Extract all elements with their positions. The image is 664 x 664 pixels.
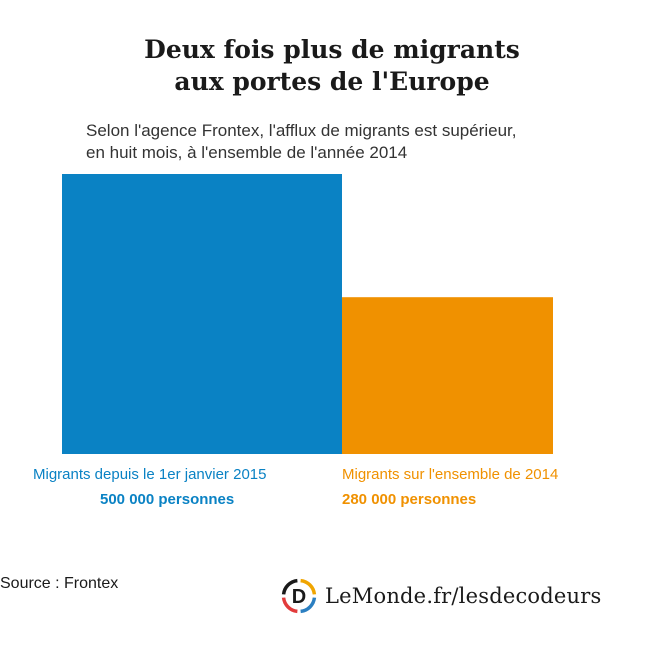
category-label-2: Migrants sur l'ensemble de 2014 [342,466,558,483]
logo-ring-arc [281,578,298,595]
chart-subtitle-line-2: en huit mois, à l'ensemble de l'année 20… [86,143,408,162]
value-label-2: 280 000 personnes [342,491,476,508]
chart-title-line-2: aux portes de l'Europe [174,67,490,96]
chart-subtitle-line-1: Selon l'agence Frontex, l'afflux de migr… [86,121,517,140]
brand-text: LeMonde.fr/lesdecodeurs [325,584,602,608]
brand-link[interactable]: D LeMonde.fr/lesdecodeurs [281,578,601,614]
chart-title: Deux fois plus de migrants aux portes de… [0,34,664,98]
bar-2 [342,297,553,454]
value-label-1: 500 000 personnes [100,491,234,508]
chart-title-line-1: Deux fois plus de migrants [144,35,520,64]
bar-1 [62,174,342,454]
category-label-1: Migrants depuis le 1er janvier 2015 [33,466,266,483]
logo-letter: D [292,586,306,608]
chart-subtitle: Selon l'agence Frontex, l'afflux de migr… [86,120,646,164]
logo-ring-arc [300,597,317,614]
logo-ring-arc [281,597,298,614]
decodeurs-logo-icon: D [281,578,317,614]
source-note: Source : Frontex [0,575,119,592]
bar-chart: Migrants depuis le 1er janvier 2015 500 0… [33,174,558,508]
logo-ring-arc [300,578,317,595]
